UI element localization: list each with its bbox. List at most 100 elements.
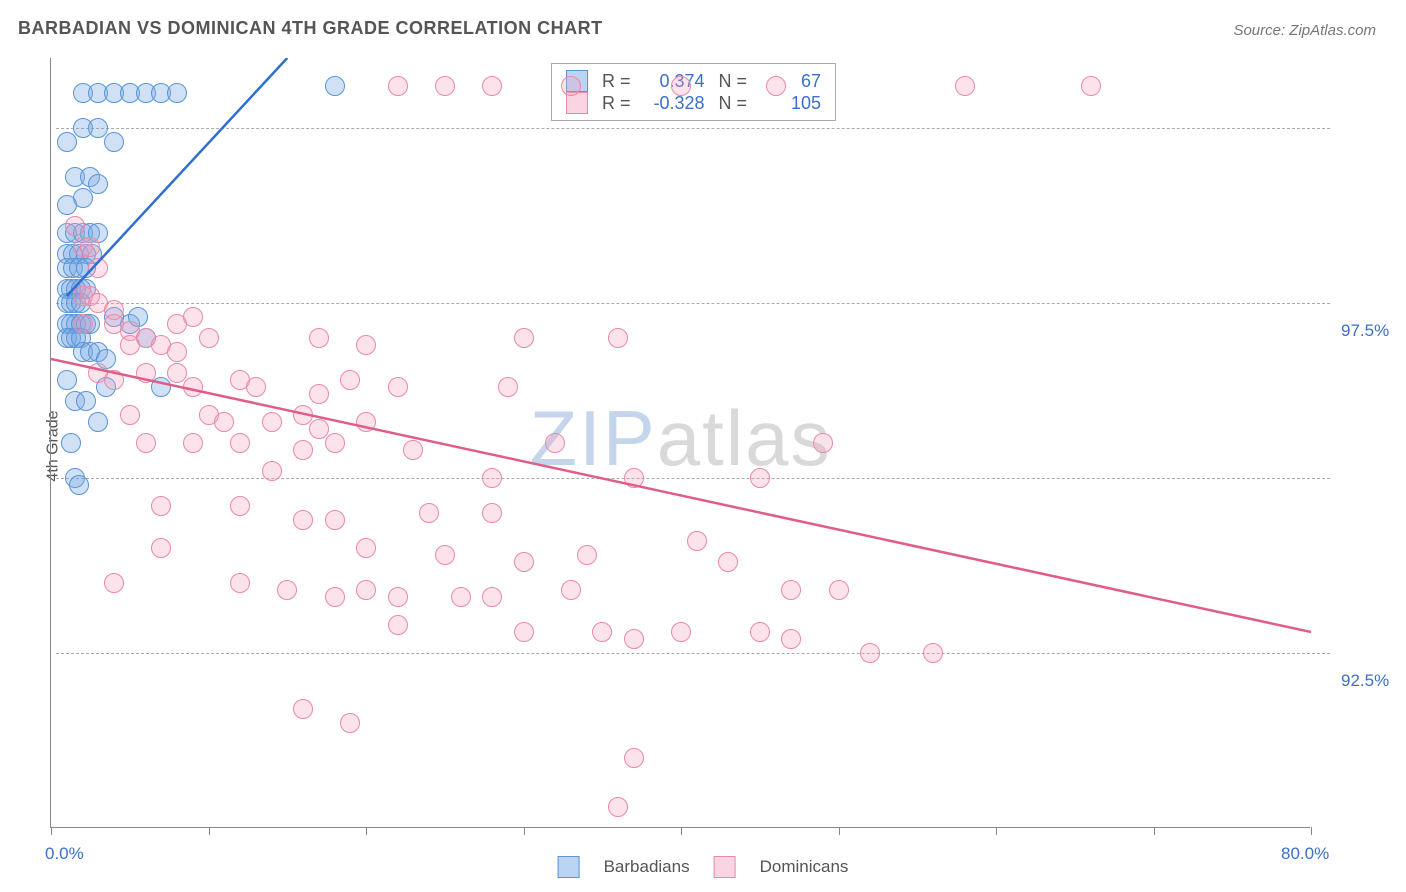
point-dominican	[514, 328, 534, 348]
y-tick-label: 97.5%	[1341, 321, 1389, 341]
gridline	[56, 128, 1330, 129]
point-dominican	[608, 797, 628, 817]
point-dominican	[340, 713, 360, 733]
x-tick	[524, 827, 525, 835]
point-dominican	[340, 370, 360, 390]
point-dominican	[561, 76, 581, 96]
point-dominican	[120, 405, 140, 425]
x-tick	[51, 827, 52, 835]
point-dominican	[671, 622, 691, 642]
point-dominican	[923, 643, 943, 663]
y-tick-label: 92.5%	[1341, 671, 1389, 691]
point-dominican	[293, 699, 313, 719]
plot-area: ZIPatlas R =0.374 N =67 R =-0.328 N =105…	[50, 58, 1310, 828]
point-dominican	[482, 587, 502, 607]
point-dominican	[167, 342, 187, 362]
point-dominican	[356, 538, 376, 558]
point-dominican	[514, 622, 534, 642]
source-caption: Source: ZipAtlas.com	[1233, 22, 1376, 39]
point-dominican	[955, 76, 975, 96]
point-dominican	[151, 538, 171, 558]
point-dominican	[388, 76, 408, 96]
chart-title: BARBADIAN VS DOMINICAN 4TH GRADE CORRELA…	[18, 18, 603, 39]
point-dominican	[671, 76, 691, 96]
point-dominican	[624, 748, 644, 768]
point-dominican	[860, 643, 880, 663]
point-dominican	[104, 370, 124, 390]
gridline	[56, 478, 1330, 479]
watermark: ZIPatlas	[529, 392, 831, 483]
point-dominican	[750, 622, 770, 642]
point-dominican	[136, 433, 156, 453]
point-barbadian	[167, 83, 187, 103]
point-dominican	[592, 622, 612, 642]
point-dominican	[293, 510, 313, 530]
point-barbadian	[151, 377, 171, 397]
point-dominican	[73, 314, 93, 334]
point-dominican	[451, 587, 471, 607]
point-dominican	[277, 580, 297, 600]
point-dominican	[498, 377, 518, 397]
gridline	[56, 653, 1330, 654]
point-dominican	[561, 580, 581, 600]
point-barbadian	[69, 475, 89, 495]
x-tick	[839, 827, 840, 835]
point-dominican	[325, 433, 345, 453]
correlation-legend: R =0.374 N =67 R =-0.328 N =105	[551, 63, 836, 121]
point-dominican	[435, 545, 455, 565]
point-dominican	[482, 76, 502, 96]
point-barbadian	[88, 412, 108, 432]
point-dominican	[718, 552, 738, 572]
gridline	[56, 303, 1330, 304]
point-dominican	[120, 335, 140, 355]
point-barbadian	[61, 433, 81, 453]
swatch-barbadians-bottom	[558, 856, 580, 878]
point-dominican	[1081, 76, 1101, 96]
point-dominican	[624, 629, 644, 649]
point-dominican	[88, 258, 108, 278]
x-tick	[366, 827, 367, 835]
point-dominican	[482, 503, 502, 523]
point-dominican	[608, 328, 628, 348]
legend-row-dominicans: R =-0.328 N =105	[566, 92, 821, 114]
point-dominican	[325, 587, 345, 607]
point-dominican	[262, 412, 282, 432]
point-dominican	[829, 580, 849, 600]
point-barbadian	[325, 76, 345, 96]
point-dominican	[65, 216, 85, 236]
point-dominican	[388, 377, 408, 397]
x-tick-label: 0.0%	[45, 844, 84, 864]
point-dominican	[183, 433, 203, 453]
point-barbadian	[104, 132, 124, 152]
x-tick	[209, 827, 210, 835]
point-dominican	[356, 335, 376, 355]
point-dominican	[183, 307, 203, 327]
point-dominican	[356, 412, 376, 432]
point-dominican	[230, 496, 250, 516]
point-dominican	[309, 384, 329, 404]
point-dominican	[403, 440, 423, 460]
point-dominican	[577, 545, 597, 565]
point-dominican	[435, 76, 455, 96]
series-legend: Barbadians Dominicans	[558, 856, 849, 878]
point-dominican	[246, 377, 266, 397]
point-dominican	[151, 496, 171, 516]
x-tick-label: 80.0%	[1281, 844, 1329, 864]
point-dominican	[545, 433, 565, 453]
point-dominican	[388, 615, 408, 635]
point-dominican	[356, 580, 376, 600]
point-dominican	[214, 412, 234, 432]
point-dominican	[293, 440, 313, 460]
point-dominican	[262, 461, 282, 481]
point-dominican	[230, 433, 250, 453]
point-dominican	[309, 328, 329, 348]
x-tick	[1154, 827, 1155, 835]
legend-label: Dominicans	[760, 857, 849, 877]
point-dominican	[624, 468, 644, 488]
point-dominican	[80, 237, 100, 257]
point-dominican	[388, 587, 408, 607]
point-dominican	[419, 503, 439, 523]
point-dominican	[482, 468, 502, 488]
point-barbadian	[57, 195, 77, 215]
point-dominican	[766, 76, 786, 96]
